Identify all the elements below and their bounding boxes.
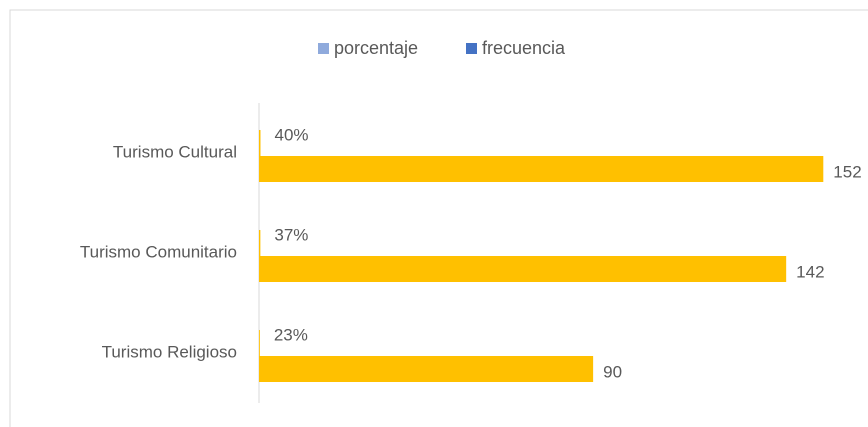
legend-swatch [466, 43, 477, 54]
data-label: 23% [274, 325, 308, 344]
bar [259, 330, 260, 356]
bar [259, 156, 824, 182]
data-label: 142 [796, 262, 824, 281]
legend-label: frecuencia [482, 38, 566, 58]
y-tick-label: Turismo Religioso [102, 342, 237, 361]
data-label: 90 [603, 362, 622, 381]
bar [259, 230, 261, 256]
legend-swatch [318, 43, 329, 54]
y-tick-label: Turismo Cultural [113, 142, 237, 161]
data-label: 40% [274, 125, 308, 144]
data-label: 152 [833, 162, 861, 181]
y-tick-label: Turismo Comunitario [80, 242, 237, 261]
data-label: 37% [274, 225, 308, 244]
bar [259, 130, 261, 156]
legend-label: porcentaje [334, 38, 418, 58]
bar [259, 356, 594, 382]
bar [259, 256, 787, 282]
